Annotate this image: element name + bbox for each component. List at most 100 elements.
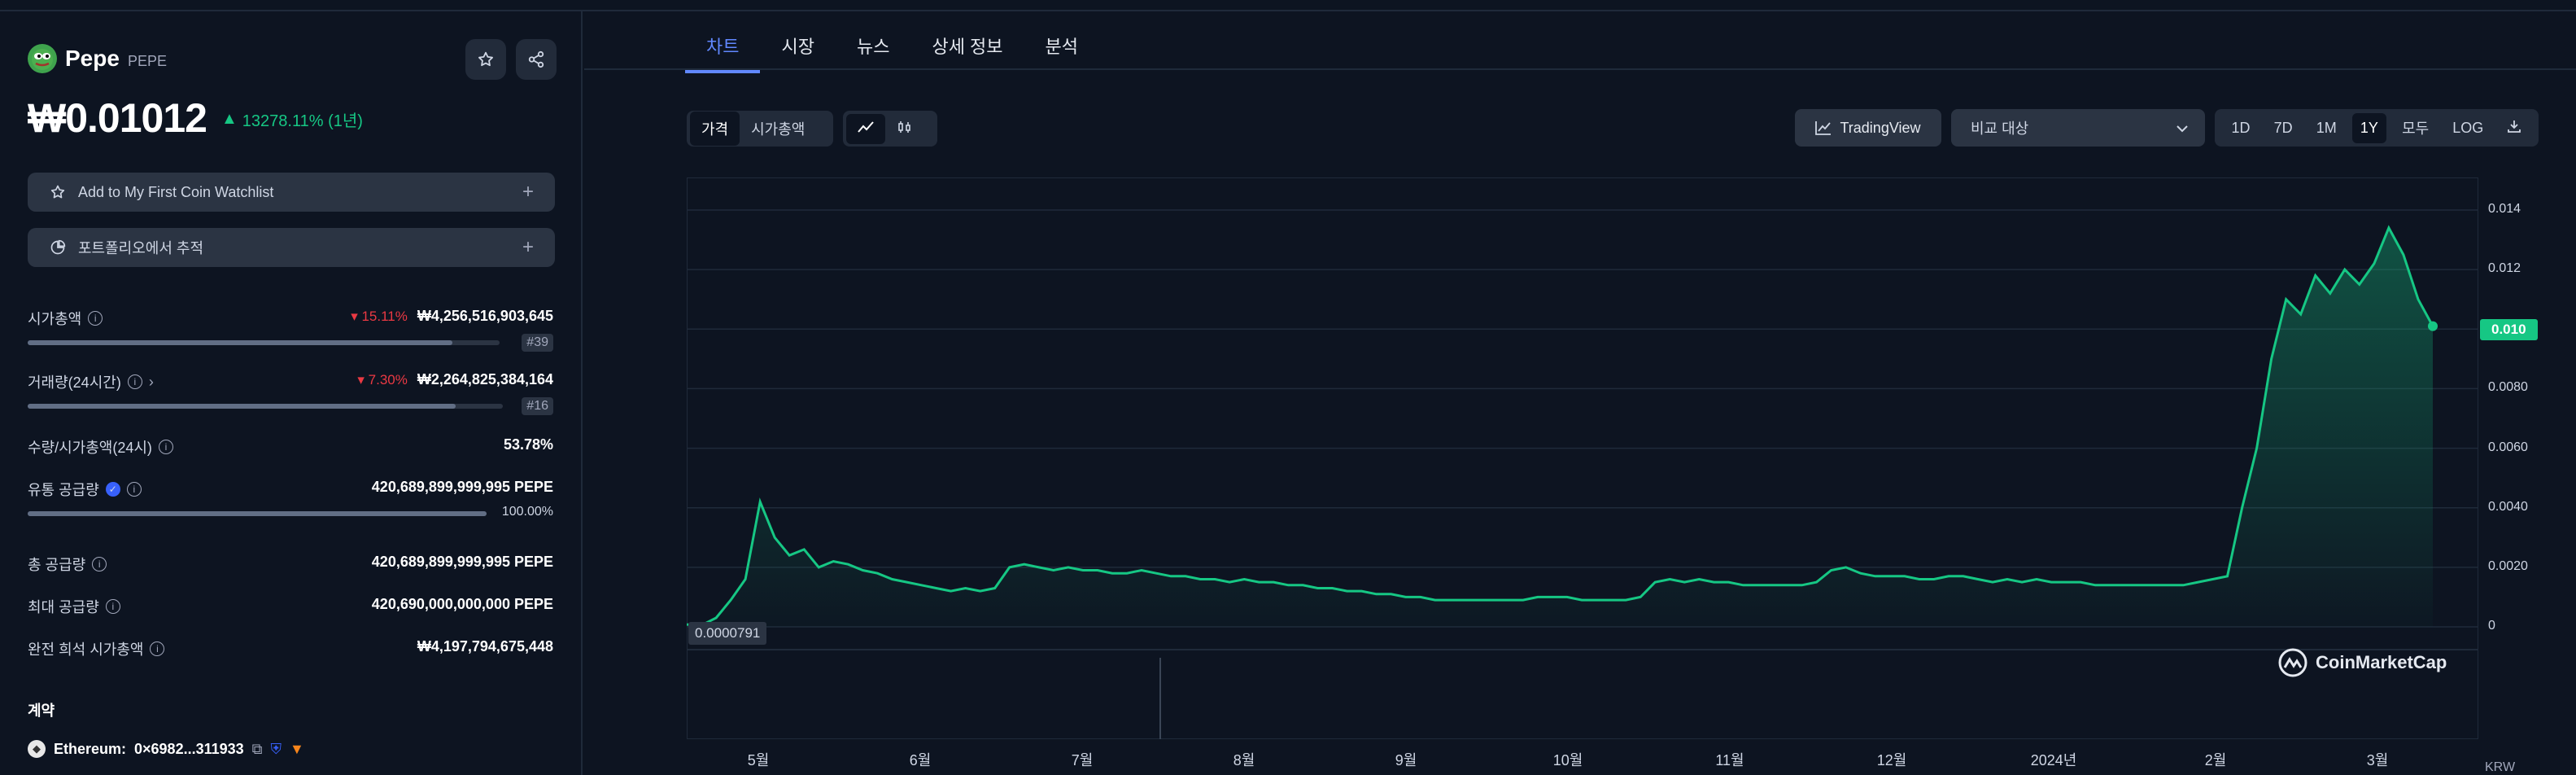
x-tick-label: 11월 xyxy=(1715,752,1744,768)
chart-type-toggle xyxy=(843,111,937,147)
share-button[interactable] xyxy=(516,39,557,80)
chevron-right-icon[interactable]: › xyxy=(148,373,154,390)
market-cap-label: 시가총액 i xyxy=(28,308,103,329)
top-border xyxy=(0,0,2576,11)
circulating-bar-fill xyxy=(28,511,487,516)
portfolio-label: 포트폴리오에서 추적 xyxy=(78,240,204,256)
plus-icon: + xyxy=(522,181,534,203)
circulating-label-text: 유통 공급량 xyxy=(28,482,99,498)
add-watchlist-button[interactable]: Add to My First Coin Watchlist + xyxy=(28,173,555,212)
share-icon xyxy=(528,50,544,68)
metamask-icon[interactable]: ▼ xyxy=(290,740,304,757)
tradingview-button[interactable]: TradingView xyxy=(1795,109,1941,147)
info-icon[interactable]: i xyxy=(88,311,103,326)
y-tick-label: 0.014 xyxy=(2488,202,2521,216)
price-mcap-toggle: 가격 시가총액 xyxy=(687,111,833,147)
compare-select[interactable]: 비교 대상 xyxy=(1951,109,2205,147)
pepe-logo-icon xyxy=(28,44,57,73)
info-icon[interactable]: i xyxy=(105,599,120,614)
download-icon[interactable] xyxy=(2499,112,2530,144)
contract-address: 0×6982...311933 xyxy=(134,740,244,757)
star-outline-icon xyxy=(49,183,67,201)
cmc-logo-icon xyxy=(2278,648,2307,677)
price-change: ▲ 13278.11% (1년) xyxy=(221,107,363,131)
vol-mcap-label: 수량/시가총액(24시) i xyxy=(28,436,173,458)
circulating-pct: 100.00% xyxy=(501,505,553,519)
tab-analysis[interactable]: 분석 xyxy=(1045,37,1079,57)
copy-icon[interactable]: ⧉ xyxy=(251,740,263,757)
max-supply-value: 420,690,000,000,000 PEPE xyxy=(372,596,553,613)
circulating-supply-label: 유통 공급량 ✓ i xyxy=(28,479,142,500)
price-area xyxy=(687,227,2433,627)
vol-mcap-label-text: 수량/시가총액(24시) xyxy=(28,440,152,456)
watermark-text: CoinMarketCap xyxy=(2316,652,2447,672)
volume-bar-fill xyxy=(28,404,456,409)
price-chart[interactable] xyxy=(687,177,2478,739)
volume-rank: #16 xyxy=(522,397,553,415)
info-icon[interactable]: i xyxy=(127,374,142,389)
tab-markets[interactable]: 시장 xyxy=(781,37,814,57)
range-1y[interactable]: 1Y xyxy=(2351,112,2386,143)
pie-chart-icon xyxy=(49,239,67,256)
star-icon xyxy=(478,51,493,67)
x-tick-label: 7월 xyxy=(1071,752,1094,768)
max-supply-label: 최대 공급량 i xyxy=(28,596,120,617)
market-cap-change-value: 15.11% xyxy=(361,308,408,324)
circulating-value-text: 420,689,899,999,995 PEPE xyxy=(371,479,553,495)
plus-icon: + xyxy=(522,236,534,258)
y-tick-label: 0 xyxy=(2488,619,2495,633)
max-supply-label-text: 최대 공급량 xyxy=(28,599,99,615)
volume-change-value: 7.30% xyxy=(368,371,408,388)
y-tick-label: 0.0040 xyxy=(2488,499,2528,514)
mcap-toggle[interactable]: 시가총액 xyxy=(751,121,806,138)
coin-sidebar: Pepe PEPE ₩0.01012 ▲ 13278.11% (1년) Add … xyxy=(0,11,583,775)
chart-grid xyxy=(687,209,2478,628)
price-toggle[interactable]: 가격 xyxy=(690,112,740,146)
x-tick-label: 3월 xyxy=(2366,752,2389,768)
tab-details[interactable]: 상세 정보 xyxy=(932,37,1003,57)
range-7d[interactable]: 7D xyxy=(2273,119,2293,136)
circulating-supply-value: 420,689,899,999,995 PEPE xyxy=(372,479,553,496)
info-icon[interactable]: i xyxy=(126,482,142,497)
chevron-down-icon xyxy=(2176,120,2189,137)
x-tick-label: 8월 xyxy=(1233,752,1255,768)
candlestick-icon[interactable] xyxy=(885,114,924,144)
market-cap-bar-fill xyxy=(28,340,452,345)
volume-bar xyxy=(28,404,503,409)
contract-network: Ethereum: xyxy=(54,740,127,757)
time-range-selector: 1D 7D 1M 1Y 모두 LOG xyxy=(2215,109,2539,147)
tab-chart[interactable]: 차트 xyxy=(685,33,761,73)
coin-symbol: PEPE xyxy=(127,52,167,69)
volume-label-text: 거래량(24시간) xyxy=(28,374,121,391)
current-price-point xyxy=(2428,321,2438,331)
market-cap-value: ₩4,256,516,903,645 xyxy=(417,308,553,324)
info-icon[interactable]: i xyxy=(158,440,173,454)
x-tick-label: 2024년 xyxy=(2030,752,2077,768)
x-tick-label: 12월 xyxy=(1876,752,1907,768)
market-cap-value-row: ▾ 15.11% ₩4,256,516,903,645 xyxy=(351,308,553,325)
volume-change: ▾ 7.30% xyxy=(357,371,408,388)
volume-value-row: ▾ 7.30% ₩2,264,825,384,164 xyxy=(357,371,553,388)
line-chart-icon[interactable] xyxy=(846,113,885,144)
current-price: ₩0.01012 xyxy=(28,95,207,141)
y-tick-label: 0.0080 xyxy=(2488,380,2528,395)
star-button[interactable] xyxy=(465,39,506,80)
volume-value: ₩2,264,825,384,164 xyxy=(417,371,553,388)
compare-placeholder: 비교 대상 xyxy=(1971,120,2029,137)
start-price-label: 0.0000791 xyxy=(688,622,767,645)
info-icon[interactable]: i xyxy=(150,641,165,656)
tab-news[interactable]: 뉴스 xyxy=(856,37,890,57)
range-1d[interactable]: 1D xyxy=(2231,119,2251,136)
range-1m[interactable]: 1M xyxy=(2316,119,2337,136)
range-log[interactable]: LOG xyxy=(2452,119,2484,136)
coinmarketcap-watermark: CoinMarketCap xyxy=(2278,648,2447,677)
shield-icon[interactable]: ⛨ xyxy=(270,740,282,757)
circulating-bar xyxy=(28,511,487,516)
caret-up-icon: ▲ xyxy=(221,110,238,128)
contract-title: 계약 xyxy=(28,703,55,719)
track-portfolio-button[interactable]: 포트폴리오에서 추적 + xyxy=(28,228,555,267)
fdv-label-text: 완전 희석 시가총액 xyxy=(28,641,144,658)
price-change-value: 13278.11% (1년) xyxy=(242,112,363,130)
range-all[interactable]: 모두 xyxy=(2402,120,2430,137)
info-icon[interactable]: i xyxy=(92,557,107,571)
